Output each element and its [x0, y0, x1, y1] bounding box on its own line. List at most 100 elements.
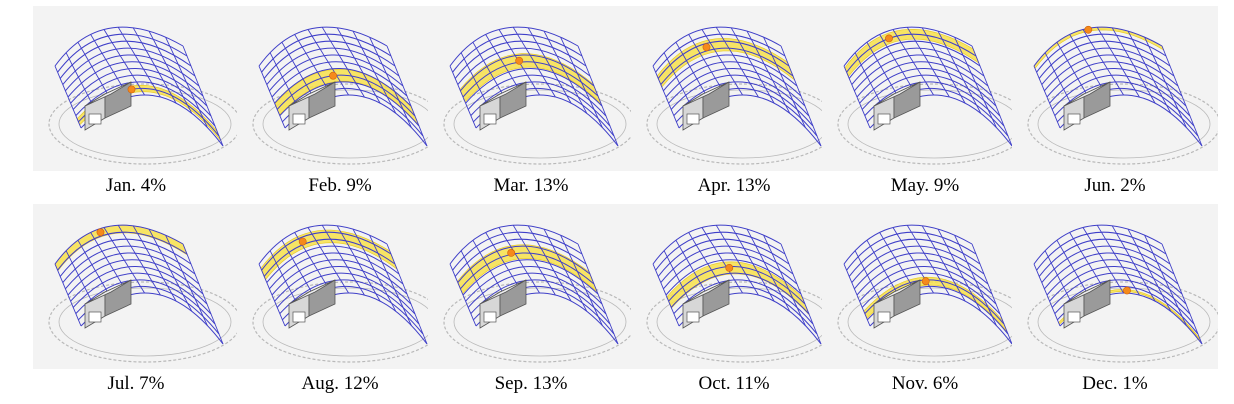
dome-grid-arc [70, 266, 208, 305]
compass-ring [48, 281, 239, 363]
dome-grid-arc [62, 47, 196, 85]
dome-grid-meridian [258, 263, 286, 327]
sun-path-dome [1012, 204, 1218, 369]
month-panel-feb: Feb. 9% [237, 6, 443, 206]
dome-grid-arc [75, 279, 216, 325]
dome-grid-arc [449, 224, 579, 265]
dome-grid-arc [266, 47, 400, 85]
dome-grid-arc [851, 47, 985, 85]
month-panel-mar: Mar. 13% [428, 6, 634, 206]
dome-grid-meridian [336, 225, 381, 302]
dome-grid-meridian [1144, 235, 1187, 326]
dome-grid-meridian [54, 263, 82, 327]
dome-grid-meridian [746, 30, 791, 114]
dome-grid-arc [851, 245, 985, 283]
dome-grid-meridian [543, 30, 588, 114]
sun-path-dome [631, 204, 837, 369]
dome-grid-arc [846, 33, 977, 73]
dome-grid-arc [864, 81, 1005, 127]
dome-grid-meridian [1082, 29, 1124, 96]
dome-grid-arc [465, 68, 603, 107]
dome-grid-meridian [937, 228, 982, 312]
dome-grid-arc [843, 26, 973, 67]
dome-grid-arc [279, 279, 420, 325]
building-window [483, 311, 497, 323]
building [84, 279, 132, 329]
dome-grid-arc [258, 224, 388, 265]
dome-grid-arc [856, 61, 993, 98]
dome-grid-arc [657, 40, 790, 79]
dome-grid-arc [655, 231, 786, 271]
sun-marker [329, 71, 337, 80]
sun-path-dome [428, 6, 634, 171]
dome-grid-meridian [652, 65, 680, 129]
dome-grid-meridian [369, 37, 412, 128]
building-top-face [479, 81, 527, 107]
dome-grid-arc [663, 252, 798, 290]
dome-grid-arc [663, 54, 798, 92]
dome-grid-meridian [148, 228, 193, 312]
dome-grid-arc [70, 68, 208, 107]
building-window [877, 311, 891, 323]
dome-grid-arc [75, 81, 216, 127]
month-panel-dec: Dec. 1% [1012, 204, 1218, 404]
sun-marker [725, 264, 734, 272]
sun-marker [1084, 25, 1093, 34]
dome-grid-arc [1044, 252, 1179, 290]
building-top-face [288, 81, 336, 107]
dome-grid-meridian [307, 29, 349, 96]
dome-grid-meridian [527, 225, 572, 302]
building-top-face [288, 279, 336, 305]
dome-grid-arc [854, 252, 989, 290]
dome-grid-arc [655, 33, 786, 73]
building [479, 279, 527, 329]
dome-grid-meridian [117, 26, 161, 98]
month-panel-oct: Oct. 11% [631, 204, 837, 404]
dome-grid-arc [470, 279, 611, 325]
dome-grid-meridian [258, 65, 286, 129]
dome-grid-arc [452, 231, 583, 271]
building-window [686, 311, 700, 323]
dome-grid-arc [1046, 61, 1183, 98]
dome-grid-meridian [512, 224, 556, 296]
sun-path-dome [822, 204, 1028, 369]
building-top-face [873, 279, 921, 305]
compass-ring [837, 281, 1028, 363]
building-window [88, 113, 102, 125]
dome-grid-meridian [148, 30, 193, 114]
dome-grid-meridian [132, 225, 177, 302]
month-caption: Oct. 11% [698, 373, 770, 394]
month-panel-jul: Jul. 7% [33, 204, 239, 404]
sun-path-dome [33, 6, 239, 171]
building [873, 279, 921, 329]
month-caption: Aug. 12% [301, 373, 379, 394]
dome-grid-arc [72, 272, 212, 315]
dome-grid-meridian [1082, 227, 1124, 294]
dome-grid-arc [266, 245, 400, 283]
building-window [483, 113, 497, 125]
building-window [292, 113, 306, 125]
dome-grid-meridian [937, 30, 982, 114]
month-panel-apr: Apr. 13% [631, 6, 837, 206]
month-caption: Nov. 6% [891, 373, 959, 394]
dome-grid-arc [457, 245, 591, 283]
dome-grid-arc [67, 259, 204, 296]
dome-grid-arc [854, 54, 989, 92]
month-panel-aug: Aug. 12% [237, 204, 443, 404]
sun-marker [921, 277, 930, 286]
dome-grid-arc [1036, 33, 1167, 73]
dome-grid-meridian [307, 227, 349, 294]
dome-grid-arc [452, 33, 583, 73]
dome-grid-arc [652, 26, 782, 67]
dome-grid-arc [274, 68, 412, 107]
dome-grid-meridian [386, 243, 428, 345]
dome-grid-arc [660, 245, 794, 283]
building-top-face [84, 81, 132, 107]
dome-grid-meridian [715, 224, 759, 296]
sun-marker [507, 249, 516, 257]
building-top-face [682, 81, 730, 107]
month-panel-jan: Jan. 4% [33, 6, 239, 206]
dome-grid-meridian [352, 30, 397, 114]
compass-inner-ring [58, 287, 232, 357]
dome-grid-meridian [560, 235, 603, 326]
